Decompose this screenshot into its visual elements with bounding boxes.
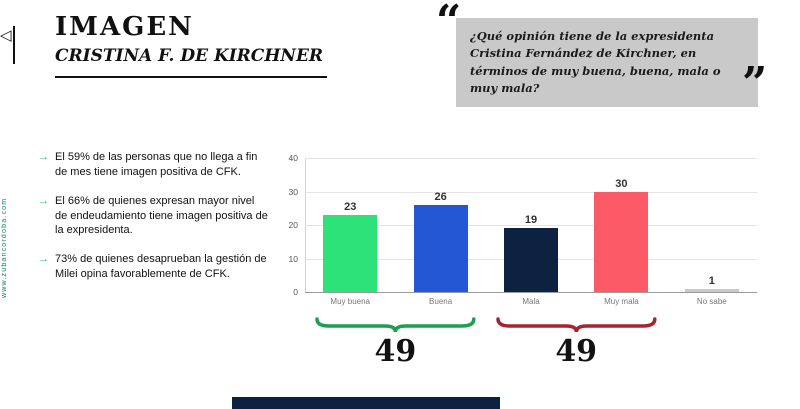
group-total: 49 — [374, 334, 417, 369]
y-tick-label: 40 — [288, 153, 298, 163]
bar-value-label: 26 — [434, 190, 447, 203]
bar-column: 23 — [305, 158, 395, 292]
x-category-label: Muy mala — [604, 297, 639, 306]
bullet-item: → El 66% de quienes expresan mayor nivel … — [38, 194, 268, 239]
bullet-item: → El 59% de las personas que no llega a f… — [38, 150, 268, 180]
bar-rect — [684, 288, 739, 292]
gridline — [305, 225, 757, 226]
arrow-right-icon: → — [38, 253, 49, 266]
bar-chart: 0 10 20 30 40 23 26 19 30 1 — [289, 153, 757, 297]
close-quote-icon: ” — [742, 58, 768, 109]
bar-value-label: 19 — [524, 214, 538, 227]
logo-divider — [13, 26, 15, 64]
bar-rect — [323, 214, 378, 292]
bar-rect — [413, 204, 468, 292]
gridline — [305, 191, 757, 193]
bars-area: 23 26 19 30 1 — [305, 158, 757, 292]
bullet-item: → 73% de quienes desaprueban la gestión d… — [38, 252, 268, 282]
question-text: ¿Qué opinión tiene de la expresidenta Cr… — [470, 29, 721, 95]
gridline — [305, 292, 757, 293]
footer-bar — [232, 397, 500, 409]
y-tick-label: 0 — [293, 287, 298, 297]
y-tick-label: 30 — [288, 186, 298, 197]
x-category-label: Buena — [429, 297, 453, 306]
page-title: IMAGEN — [55, 12, 194, 42]
x-category-label: Mala — [522, 297, 540, 306]
underbrace-icon — [496, 317, 657, 333]
play-triangle-icon: ◁ — [0, 27, 12, 44]
y-tick-label: 10 — [288, 253, 298, 264]
bullet-text: 73% de quienes desaprueban la gestión de… — [55, 253, 267, 281]
arrow-right-icon: → — [38, 151, 49, 163]
bar-column: 26 — [395, 158, 485, 292]
bullet-text: El 59% de las personas que no llega a fi… — [55, 151, 258, 178]
x-category-label: Muy buena — [330, 297, 370, 306]
bar-value-label: 1 — [708, 274, 715, 287]
bar-rect — [594, 191, 649, 292]
x-category-label: No sabe — [696, 297, 727, 306]
gridline — [305, 158, 757, 159]
bar-value-label: 23 — [344, 200, 357, 213]
bullet-text: El 66% de quienes expresan mayor nivel d… — [55, 194, 268, 237]
question-quote-box: ¿Qué opinión tiene de la expresidenta Cr… — [456, 18, 758, 107]
category-labels: Muy buena Buena Mala Muy mala No sabe — [305, 297, 757, 306]
bar-column: 1 — [667, 158, 757, 292]
bar-rect — [504, 228, 559, 292]
y-tick-label: 20 — [288, 220, 298, 230]
bar-column: 30 — [576, 158, 666, 292]
underbrace-icon — [315, 317, 476, 333]
bullet-list: → El 59% de las personas que no llega a f… — [38, 150, 268, 282]
page-subtitle: CRISTINA F. DE KIRCHNER — [55, 46, 324, 66]
arrow-right-icon: → — [38, 194, 49, 207]
sidebar-url[interactable]: www.zubancordoba.com — [1, 197, 8, 298]
group-total: 49 — [555, 334, 598, 369]
title-underline — [55, 76, 327, 78]
bar-value-label: 30 — [615, 177, 628, 190]
bar-column: 19 — [486, 158, 576, 292]
